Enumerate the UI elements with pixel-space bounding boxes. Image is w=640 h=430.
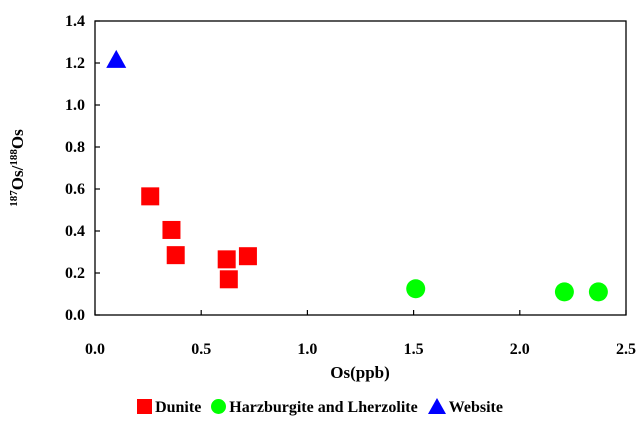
y-tick-label: 0.6	[65, 181, 85, 198]
y-axis: 0.0 0.2 0.4 0.6 0.8 1.0 1.2 1.4	[65, 13, 100, 324]
y-tick-label: 0.8	[65, 139, 85, 156]
green-circle-icon	[211, 398, 227, 414]
data-point-dunite	[162, 220, 181, 239]
x-tick-label: 0.5	[191, 341, 211, 358]
data-point-website	[106, 49, 127, 68]
y-tick-label: 1.2	[65, 55, 85, 72]
legend-label-website: Website	[448, 399, 503, 416]
y-tick-label: 0.0	[65, 307, 85, 324]
legend-label-harzburgite-lherzolite: Harzburgite and Lherzolite	[229, 398, 418, 416]
x-tick-label: 2.0	[510, 341, 530, 358]
data-point-harzburgite-and-lherzolite	[554, 282, 574, 302]
x-tick-label: 2.5	[616, 341, 636, 358]
y-axis-title-part2: Os	[8, 129, 27, 149]
data-point-dunite	[219, 270, 238, 289]
legend-item-dunite: Dunite	[137, 398, 202, 417]
data-point-dunite	[141, 187, 160, 206]
y-tick-label: 1.0	[65, 97, 85, 114]
blue-triangle-icon	[427, 398, 446, 414]
data-point-dunite	[238, 247, 257, 266]
y-axis-title-part1: Os/	[8, 165, 27, 190]
x-axis: 0.0 0.5 1.0 1.5 2.0 2.5	[85, 310, 636, 358]
x-tick-label: 1.0	[297, 341, 317, 358]
scatter-chart: 0.0 0.2 0.4 0.6 0.8 1.0 1.2 1.4 0.0 0.5 1.0 1.5 2.0…	[8, 13, 636, 382]
legend-label-dunite: Dunite	[155, 398, 202, 416]
y-tick-label: 1.4	[65, 13, 85, 30]
x-axis-title: Os(ppb)	[330, 363, 390, 382]
y-axis-title: 187Os/188Os	[8, 129, 27, 207]
x-tick-label: 1.5	[404, 341, 424, 358]
red-square-icon	[137, 398, 153, 414]
y-axis-title-sup2: 188	[8, 149, 20, 166]
legend-item-website: Website	[427, 398, 503, 417]
legend-item-harzburgite-lherzolite: Harzburgite and Lherzolite	[211, 398, 418, 417]
legend: Dunite Harzburgite and Lherzolite Websit…	[0, 398, 640, 417]
data-point-harzburgite-and-lherzolite	[406, 279, 426, 299]
y-tick-label: 0.2	[65, 265, 85, 282]
data-point-harzburgite-and-lherzolite	[588, 282, 608, 302]
data-point-dunite	[166, 246, 185, 265]
x-tick-label: 0.0	[85, 341, 105, 358]
data-points	[106, 49, 608, 302]
y-tick-label: 0.4	[65, 223, 85, 240]
y-axis-title-sup1: 187	[8, 190, 20, 207]
plot-area	[94, 20, 627, 316]
data-point-dunite	[217, 250, 236, 269]
